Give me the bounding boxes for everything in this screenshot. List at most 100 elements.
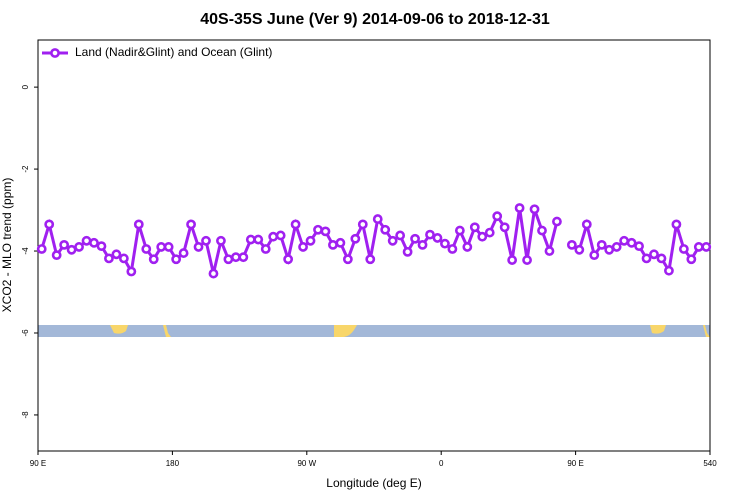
point xyxy=(290,219,301,230)
point xyxy=(462,242,473,252)
point xyxy=(260,244,271,254)
point xyxy=(126,266,137,277)
point xyxy=(275,230,286,241)
point xyxy=(611,242,622,252)
legend-label: Land (Nadir&Glint) and Ocean (Glint) xyxy=(75,45,272,59)
point xyxy=(268,231,279,242)
y-tick-label: 0 xyxy=(21,84,30,89)
point xyxy=(245,234,256,245)
point xyxy=(664,265,674,276)
x-tick-label: 540 xyxy=(703,459,717,468)
point xyxy=(186,219,196,230)
point xyxy=(96,241,107,252)
point xyxy=(342,254,353,265)
x-tick-label: 90 E xyxy=(30,459,46,468)
point xyxy=(671,219,682,230)
point xyxy=(74,242,84,252)
point xyxy=(313,224,323,235)
point xyxy=(581,219,592,230)
point xyxy=(507,255,518,265)
point xyxy=(89,237,99,248)
point xyxy=(133,219,144,230)
point xyxy=(596,239,607,250)
point xyxy=(529,204,540,215)
point xyxy=(111,249,122,260)
point xyxy=(156,242,167,252)
point xyxy=(641,253,652,264)
y-tick-label: -4 xyxy=(21,247,30,255)
point xyxy=(104,253,114,264)
point xyxy=(395,230,406,241)
chart-title: 40S-35S June (Ver 9) 2014-09-06 to 2018-… xyxy=(200,11,550,28)
point xyxy=(589,250,600,261)
point xyxy=(283,254,294,265)
y-tick-label: -6 xyxy=(21,329,30,337)
point xyxy=(171,254,182,265)
point xyxy=(178,248,189,258)
point xyxy=(66,244,77,255)
point xyxy=(484,227,495,238)
point xyxy=(402,246,413,257)
point xyxy=(305,235,316,246)
point xyxy=(619,235,630,246)
y-axis-label: XCO2 - MLO trend (ppm) xyxy=(0,178,14,313)
point xyxy=(51,250,62,261)
point xyxy=(253,234,264,245)
point xyxy=(693,242,704,252)
point xyxy=(701,242,712,252)
point xyxy=(238,252,249,263)
point xyxy=(44,219,55,230)
legend-marker xyxy=(50,48,60,58)
point xyxy=(477,231,488,242)
point xyxy=(36,244,47,254)
x-tick-label: 180 xyxy=(166,459,180,468)
point xyxy=(163,242,174,252)
point xyxy=(335,237,346,248)
point xyxy=(447,244,458,254)
map-strip xyxy=(38,325,710,337)
point xyxy=(552,216,562,227)
point xyxy=(320,226,331,237)
point xyxy=(574,244,585,255)
x-tick-label: 0 xyxy=(439,459,444,468)
point xyxy=(380,224,391,235)
point xyxy=(410,233,420,244)
y-tick-label: -8 xyxy=(21,411,30,419)
point xyxy=(59,239,70,250)
point xyxy=(81,235,92,246)
point xyxy=(118,253,129,264)
point xyxy=(148,254,159,265)
point xyxy=(372,214,383,224)
x-tick-label: 90 E xyxy=(567,459,583,468)
point xyxy=(328,239,338,250)
point xyxy=(686,254,697,265)
point xyxy=(626,237,637,248)
point xyxy=(537,225,547,236)
point xyxy=(350,233,361,244)
point xyxy=(499,222,510,233)
point xyxy=(208,268,219,279)
point xyxy=(201,235,211,246)
point xyxy=(522,255,532,265)
point xyxy=(298,242,308,252)
point xyxy=(454,225,465,236)
y-tick-label: -2 xyxy=(21,165,30,173)
x-axis-label: Longitude (deg E) xyxy=(326,476,421,490)
point xyxy=(365,254,376,265)
point xyxy=(223,254,234,265)
point xyxy=(357,219,368,230)
point xyxy=(417,239,428,250)
point xyxy=(469,222,480,233)
point xyxy=(432,233,443,243)
point xyxy=(425,229,435,240)
point xyxy=(566,239,577,250)
point xyxy=(216,235,226,246)
point xyxy=(634,241,644,252)
point xyxy=(387,235,398,246)
point xyxy=(141,244,152,254)
point xyxy=(514,203,525,213)
point xyxy=(649,249,659,260)
point xyxy=(230,252,241,263)
point xyxy=(656,253,667,264)
